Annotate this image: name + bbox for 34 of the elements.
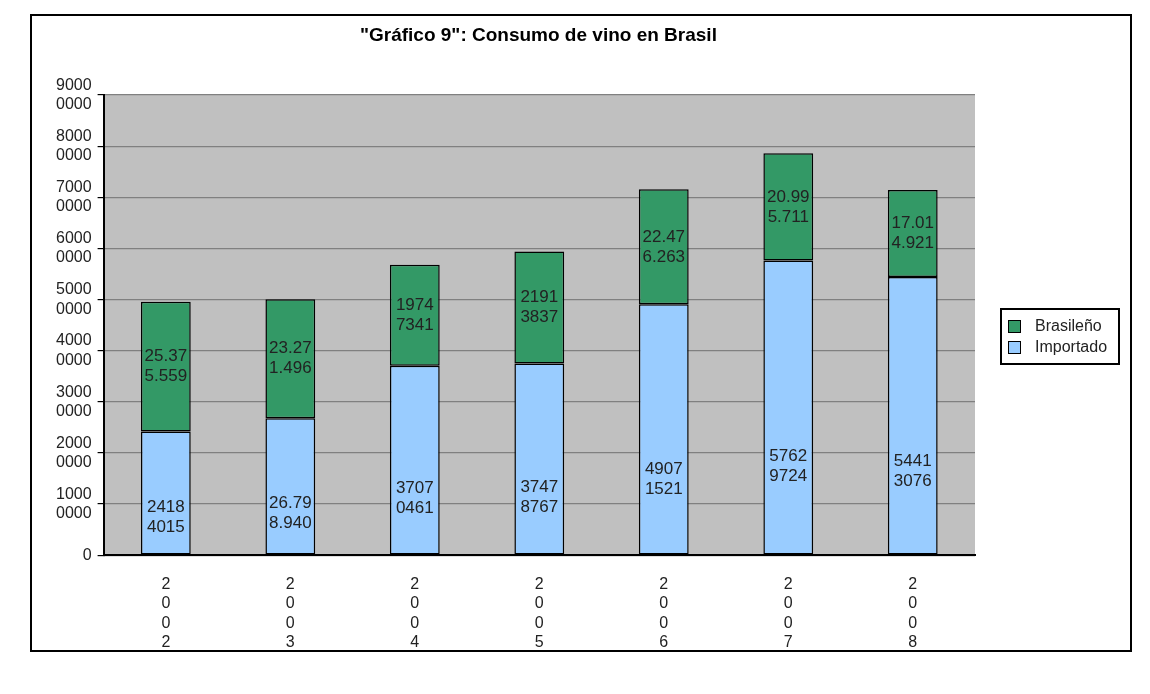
y-tick-label: 3000 0000	[56, 382, 92, 419]
chart-title: "Gráfico 9": Consumo de vino en Brasil	[360, 24, 718, 46]
x-tick-label: 2004	[410, 575, 420, 650]
data-label: 21913837	[520, 287, 559, 327]
data-label: 25.375.559	[144, 346, 188, 386]
x-tick-label: 2008	[908, 575, 918, 650]
y-tick-label: 5000 0000	[56, 280, 92, 317]
legend-label: Importado	[1035, 338, 1108, 356]
data-label: 22.476.263	[642, 226, 686, 266]
y-tick-label: 1000 0000	[56, 484, 92, 522]
x-tick-label: 2007	[783, 575, 793, 650]
y-tick-label: 0	[82, 545, 92, 563]
data-label: 17.014.921	[891, 213, 935, 253]
x-tick-label: 2002	[161, 575, 171, 650]
data-label: 19747341	[395, 294, 434, 334]
data-label: 23.271.496	[269, 338, 312, 378]
y-tick-label: 7000 0000	[56, 178, 92, 215]
data-label: 37478767	[520, 476, 559, 516]
x-tick-label: 2005	[534, 575, 544, 650]
data-label: 54413076	[893, 451, 932, 490]
y-tick-label: 8000 0000	[56, 126, 92, 164]
y-tick-label: 2000 0000	[56, 433, 92, 470]
data-label: 26.798.940	[269, 493, 312, 533]
y-tick-label: 9000 0000	[56, 75, 92, 113]
x-tick-label: 2006	[659, 575, 669, 650]
data-label: 20.995.711	[767, 186, 810, 226]
data-label: 37070461	[395, 477, 434, 517]
x-tick-label: 2003	[285, 575, 295, 650]
data-label: 49071521	[644, 459, 683, 499]
y-tick-label: 6000 0000	[56, 229, 92, 266]
data-label: 57629724	[769, 446, 808, 486]
data-label: 24184015	[146, 497, 185, 537]
legend-label: Brasileño	[1035, 317, 1102, 335]
y-tick-label: 4000 0000	[56, 331, 92, 368]
